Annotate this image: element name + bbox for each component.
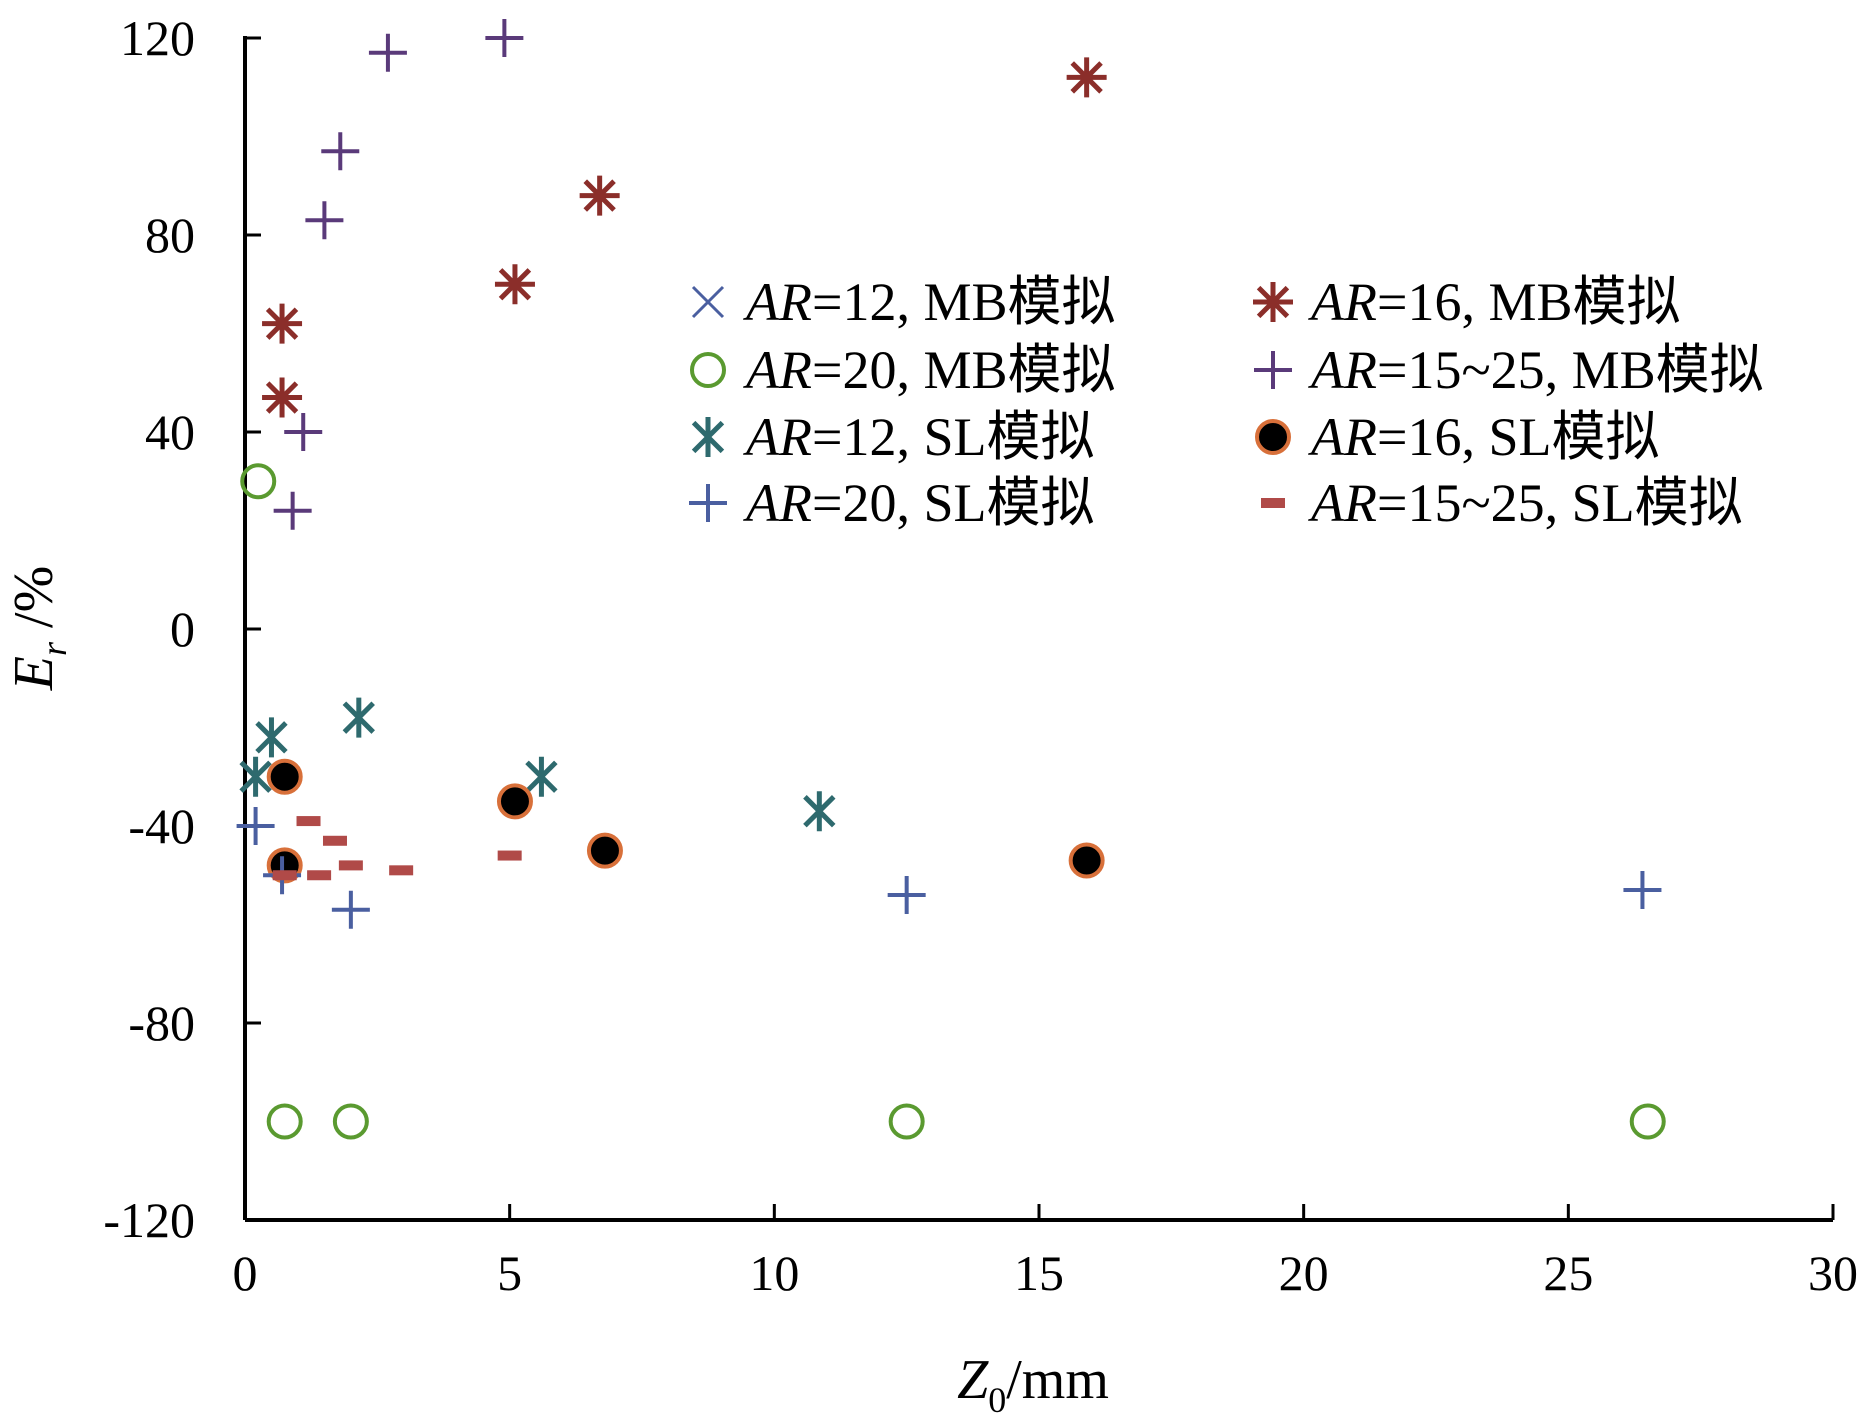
y-axis-label: Er /% <box>3 566 74 691</box>
data-point <box>525 756 558 797</box>
legend: AR=12, MB模拟 AR=16, MB模拟 AR=20, MB模拟 AR=15~2… <box>689 272 1764 533</box>
data-point <box>1066 57 1107 98</box>
data-point <box>494 264 535 305</box>
data-point <box>307 870 332 881</box>
legend-label: AR=20, SL模拟 <box>743 473 1094 533</box>
data-point <box>296 816 321 827</box>
legend-item: AR=16, MB模拟 <box>1253 272 1680 332</box>
series-3 <box>240 463 1666 1140</box>
series-8 <box>272 816 522 881</box>
data-point <box>239 756 272 797</box>
legend-item: AR=16, SL模拟 <box>1255 407 1659 467</box>
data-point <box>342 697 375 738</box>
data-point <box>497 850 522 861</box>
x-axis-label: Z0/mm <box>957 1349 1109 1420</box>
legend-marker <box>691 285 725 319</box>
legend-marker <box>690 352 726 388</box>
data-point <box>888 1103 925 1140</box>
data-point <box>496 783 533 820</box>
data-point <box>389 865 414 876</box>
legend-item: AR=12, SL模拟 <box>691 407 1094 467</box>
y-tick-label: -80 <box>128 995 195 1051</box>
series-6 <box>266 758 1105 884</box>
x-axis-label-unit: /mm <box>1006 1349 1109 1411</box>
legend-item: AR=20, MB模拟 <box>690 340 1115 400</box>
x-tick-label: 15 <box>1014 1245 1064 1301</box>
y-axis-label-sub: r <box>34 641 74 656</box>
data-point <box>368 33 407 72</box>
data-point <box>266 1103 303 1140</box>
legend-label: AR=16, MB模拟 <box>1308 272 1680 332</box>
y-axis-label-main: E <box>3 656 65 691</box>
data-point <box>1629 1103 1666 1140</box>
data-point <box>272 870 297 881</box>
data-marks <box>236 19 1666 1140</box>
data-point <box>236 807 275 845</box>
series-5 <box>239 697 836 832</box>
data-point <box>887 875 926 914</box>
data-point <box>485 19 524 57</box>
data-point <box>262 377 303 418</box>
x-tick-label: 5 <box>497 1245 522 1301</box>
series-4 <box>273 19 524 530</box>
y-axis-label-unit: /% <box>3 566 65 642</box>
legend-item: AR=12, MB模拟 <box>691 272 1115 332</box>
data-point <box>1623 871 1662 910</box>
x-tick-label: 10 <box>749 1245 799 1301</box>
legend-label: AR=12, SL模拟 <box>743 407 1094 467</box>
data-point <box>1068 842 1105 879</box>
legend-label: AR=15~25, SL模拟 <box>1308 473 1743 533</box>
data-point <box>586 832 623 869</box>
data-point <box>305 201 344 240</box>
x-tick-label: 0 <box>233 1245 258 1301</box>
x-tick-label: 20 <box>1279 1245 1329 1301</box>
data-point <box>338 860 363 871</box>
y-tick-label: 0 <box>170 601 195 657</box>
x-tick-label: 30 <box>1808 1245 1858 1301</box>
legend-marker <box>1253 282 1293 322</box>
data-point <box>579 175 620 216</box>
legend-label: AR=12, MB模拟 <box>743 272 1115 332</box>
data-point <box>255 717 288 758</box>
legend-item: AR=15~25, SL模拟 <box>1261 473 1743 533</box>
legend-item: AR=15~25, MB模拟 <box>1254 340 1764 400</box>
series-2 <box>262 57 1107 418</box>
legend-label: AR=20, MB模拟 <box>743 340 1115 400</box>
legend-label: AR=15~25, MB模拟 <box>1308 340 1764 400</box>
y-tick-label: -40 <box>128 798 195 854</box>
legend-marker <box>1254 351 1292 389</box>
axis-ticks: 0 5 10 15 20 25 30 120 80 40 0 -40 -80 -120 <box>103 10 1858 1301</box>
x-axis-label-main: Z <box>957 1349 989 1411</box>
data-point <box>332 1103 369 1140</box>
series-7 <box>236 807 1662 929</box>
data-point <box>321 132 360 171</box>
x-axis-label-sub: 0 <box>988 1380 1006 1420</box>
data-point <box>273 491 312 530</box>
x-tick-label: 25 <box>1543 1245 1593 1301</box>
data-point <box>331 890 370 929</box>
y-tick-label: 80 <box>145 207 195 263</box>
legend-item: AR=20, SL模拟 <box>689 473 1094 533</box>
y-tick-label: 40 <box>145 404 195 460</box>
data-point <box>803 791 836 832</box>
data-point <box>284 413 323 451</box>
data-point <box>240 463 277 500</box>
y-tick-label: -120 <box>103 1192 195 1248</box>
data-point <box>262 303 303 344</box>
y-tick-label: 120 <box>120 10 195 66</box>
legend-marker <box>1255 419 1291 455</box>
legend-marker <box>691 417 725 457</box>
legend-marker <box>1261 498 1285 508</box>
data-point <box>322 835 347 846</box>
legend-label: AR=16, SL模拟 <box>1308 407 1659 467</box>
axes <box>243 36 1833 1222</box>
legend-marker <box>689 484 727 522</box>
data-point <box>266 758 303 795</box>
